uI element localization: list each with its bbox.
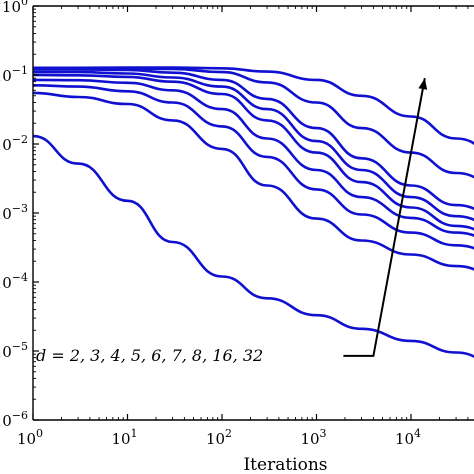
x-axis-label: Iterations bbox=[243, 455, 327, 474]
annotation-layer: d = 2, 3, 4, 5, 6, 7, 8, 16, 32 bbox=[36, 78, 428, 365]
x-tick-label: 102 bbox=[206, 427, 232, 448]
y-tick-label: 10−2 bbox=[0, 133, 28, 154]
y-tick-label: 10−4 bbox=[0, 271, 28, 292]
series-line-1 bbox=[33, 134, 474, 359]
arrow-line bbox=[343, 78, 426, 357]
y-tick-label: 10−3 bbox=[0, 202, 28, 223]
annotation-label: d = 2, 3, 4, 5, 6, 7, 8, 16, 32 bbox=[36, 346, 263, 365]
series-layer bbox=[33, 66, 474, 359]
tick-layer: 100 101 102 103 104 100 10−1 10−2 10−3 10−4 10−5 10… bbox=[0, 0, 469, 448]
x-tick-label: 103 bbox=[300, 427, 326, 448]
series-line-6 bbox=[33, 70, 474, 222]
x-tick-label: 101 bbox=[111, 427, 137, 448]
series-line-3 bbox=[33, 84, 474, 250]
y-tick-label: 100 bbox=[2, 0, 28, 16]
series-line-7 bbox=[33, 68, 474, 211]
y-tick-label: 10−6 bbox=[0, 409, 28, 430]
x-tick-label: 104 bbox=[395, 427, 421, 448]
x-tick-label: 100 bbox=[17, 427, 43, 448]
y-tick-label: 10−1 bbox=[0, 64, 28, 85]
series-line-4 bbox=[33, 78, 474, 238]
series-line-9 bbox=[33, 66, 474, 145]
series-line-5 bbox=[33, 73, 474, 231]
series-line-2 bbox=[33, 91, 474, 271]
arrow-head bbox=[418, 78, 428, 90]
y-tick-label: 10−5 bbox=[0, 340, 28, 361]
